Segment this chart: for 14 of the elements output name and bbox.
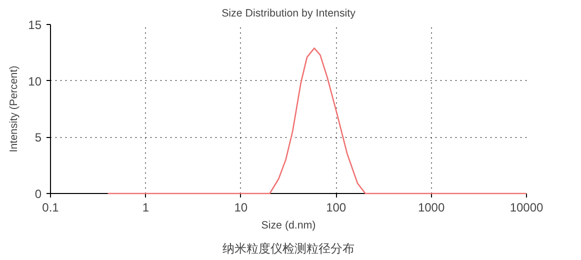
x-tick-label: 10000	[510, 200, 544, 214]
text: 纳米粒度仪检测粒径分布	[222, 242, 354, 256]
y-axis-title: Intensity (Percent)	[8, 66, 20, 152]
x-axis-title: Size (d.nm)	[261, 220, 316, 232]
y-tick-label: 0	[34, 187, 42, 201]
y-tick-label: 10	[28, 74, 42, 88]
y-tick-label: 5	[34, 130, 42, 145]
x-tick-label: 100	[326, 200, 346, 214]
x-tick-label: 1000	[418, 200, 445, 214]
y-tick-label: 15	[28, 18, 42, 32]
x-tick-label: 0.1	[42, 200, 60, 214]
x-tick-label: 1	[142, 200, 150, 214]
x-tick-label: 10	[234, 200, 248, 214]
chart-title: Size Distribution by Intensity	[222, 8, 356, 20]
